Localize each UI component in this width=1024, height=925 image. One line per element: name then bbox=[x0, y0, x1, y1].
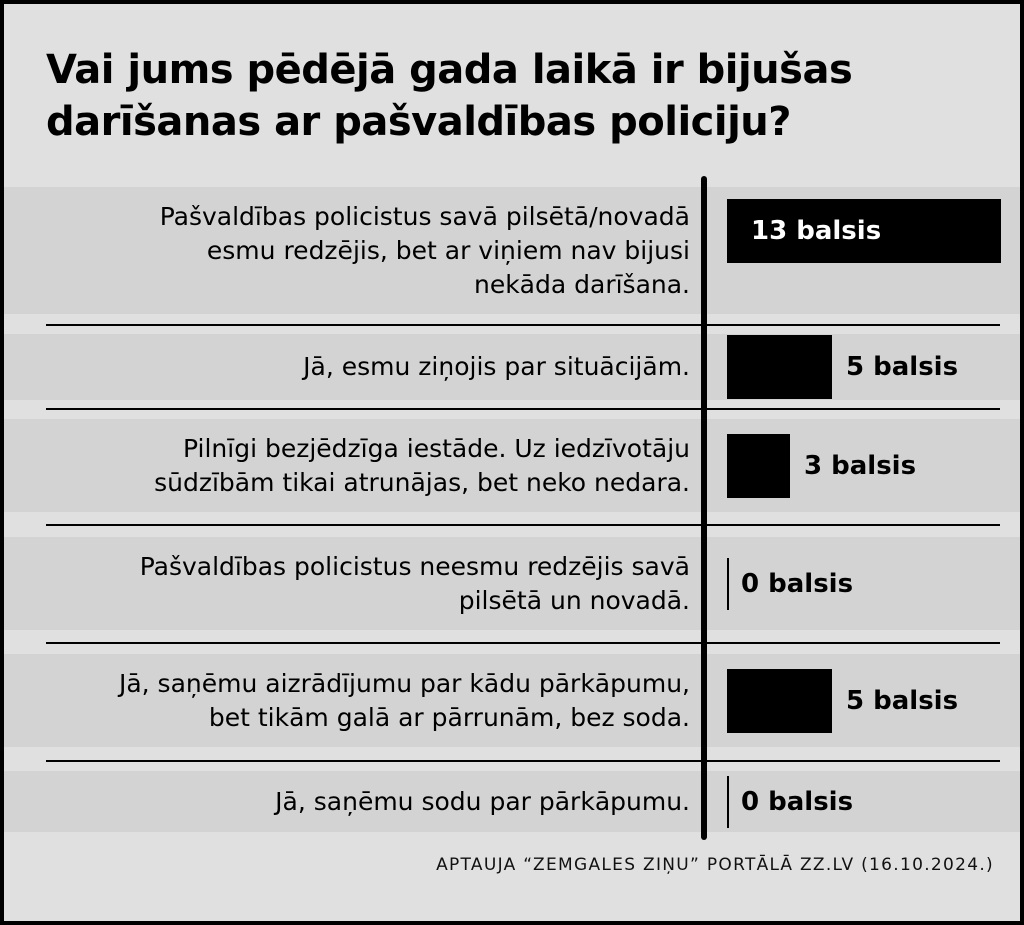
row-band bbox=[4, 537, 1020, 630]
category-label: Jā, saņēmu aizrādījumu par kādu pārkāpum… bbox=[34, 654, 690, 747]
row-separator bbox=[46, 760, 1000, 762]
category-label-line: Pilnīgi bezjēdzīga iestāde. Uz iedzīvotā… bbox=[183, 433, 690, 463]
category-label-line: Pašvaldības policistus neesmu redzējis s… bbox=[139, 551, 690, 581]
category-label: Jā, esmu ziņojis par situācijām. bbox=[34, 334, 690, 400]
category-label-line: Jā, saņēmu aizrādījumu par kādu pārkāpum… bbox=[118, 668, 690, 698]
bar-value-label: 3 balsis bbox=[804, 451, 917, 481]
source-note: APTAUJA “ZEMGALES ZIŅU” PORTĀLĀ ZZ.LV (1… bbox=[436, 855, 994, 875]
bar bbox=[727, 434, 790, 498]
row-band bbox=[4, 771, 1020, 832]
row-band bbox=[4, 334, 1020, 400]
category-label-line: nekāda darīšana. bbox=[473, 269, 690, 299]
row-band bbox=[4, 654, 1020, 747]
bar-value-label: 5 balsis bbox=[846, 686, 959, 716]
zero-bar-tick bbox=[727, 558, 729, 610]
row-separator bbox=[46, 408, 1000, 410]
chart-title: Vai jums pēdējā gada laikā ir bijušas da… bbox=[46, 47, 853, 145]
bar-value-label: 0 balsis bbox=[741, 787, 854, 817]
bar-value-label: 0 balsis bbox=[741, 569, 854, 599]
category-label-line: sūdzībām tikai atrunājas, bet neko nedar… bbox=[154, 467, 690, 497]
category-label-line: pilsētā un novadā. bbox=[458, 585, 690, 615]
category-label-line: Jā, saņēmu sodu par pārkāpumu. bbox=[275, 786, 690, 816]
category-label: Pilnīgi bezjēdzīga iestāde. Uz iedzīvotā… bbox=[34, 419, 690, 512]
bar bbox=[727, 669, 832, 733]
bar-value-label: 13 balsis bbox=[751, 216, 882, 246]
bar bbox=[727, 335, 832, 399]
axis-line bbox=[701, 176, 707, 840]
category-label: Pašvaldības policistus savā pilsētā/nova… bbox=[34, 187, 690, 314]
bar bbox=[727, 199, 1001, 263]
category-label-line: esmu redzējis, bet ar viņiem nav bijusi bbox=[206, 235, 690, 265]
row-separator bbox=[46, 642, 1000, 644]
row-band bbox=[4, 419, 1020, 512]
category-label-line: Pašvaldības policistus savā pilsētā/nova… bbox=[159, 201, 690, 231]
category-label: Pašvaldības policistus neesmu redzējis s… bbox=[34, 537, 690, 630]
category-label-line: Jā, esmu ziņojis par situācijām. bbox=[303, 352, 690, 381]
category-label: Jā, saņēmu sodu par pārkāpumu. bbox=[34, 771, 690, 832]
row-separator bbox=[46, 524, 1000, 526]
row-separator bbox=[46, 324, 1000, 326]
bar-value-label: 5 balsis bbox=[846, 352, 959, 382]
zero-bar-tick bbox=[727, 776, 729, 828]
chart-rows: Pašvaldības policistus savā pilsētā/nova… bbox=[4, 4, 1020, 921]
category-label-line: bet tikām galā ar pārrunām, bez soda. bbox=[208, 702, 690, 732]
